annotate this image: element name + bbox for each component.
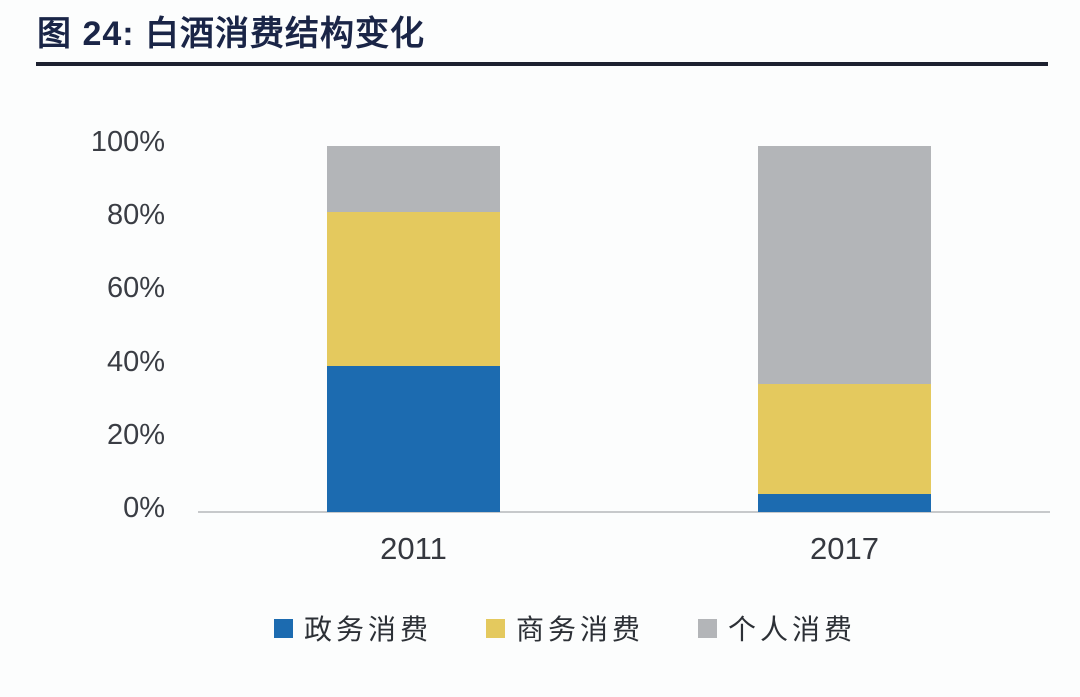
bar-segment-商务消费	[758, 383, 931, 494]
x-axis-label: 2017	[810, 531, 879, 566]
legend-swatch-icon	[485, 618, 505, 638]
legend-item-政务消费: 政务消费	[273, 608, 432, 648]
bar-segment-商务消费	[327, 211, 500, 366]
legend-item-商务消费: 商务消费	[485, 608, 644, 648]
bar-segment-个人消费	[327, 146, 500, 212]
y-axis-tick-label: 20%	[106, 418, 165, 451]
legend-swatch-icon	[273, 618, 293, 638]
legend-label: 政务消费	[303, 614, 432, 645]
figure-title: 图 24: 白酒消费结构变化	[37, 15, 426, 53]
bar-segment-政务消费	[758, 493, 931, 512]
y-axis-tick-label: 80%	[106, 199, 165, 232]
legend-swatch-icon	[698, 618, 717, 638]
bar-segment-政务消费	[327, 365, 500, 512]
bar-column-2017	[758, 146, 931, 512]
y-axis-tick-label: 100%	[90, 126, 165, 158]
x-axis-label: 2011	[380, 531, 447, 566]
bar-segment-个人消费	[758, 146, 931, 384]
y-axis-tick-label: 60%	[106, 272, 165, 305]
bar-column-2011	[327, 146, 500, 512]
legend-item-个人消费: 个人消费	[698, 608, 856, 648]
legend-label: 个人消费	[728, 614, 857, 645]
x-axis-line	[198, 511, 1050, 513]
legend-label: 商务消费	[515, 614, 644, 645]
chart-legend: 政务消费 商务消费 个人消费	[25, 608, 1080, 648]
y-axis-tick-label: 0%	[123, 492, 165, 524]
title-underline	[36, 62, 1048, 66]
y-axis-tick-label: 40%	[106, 345, 165, 378]
